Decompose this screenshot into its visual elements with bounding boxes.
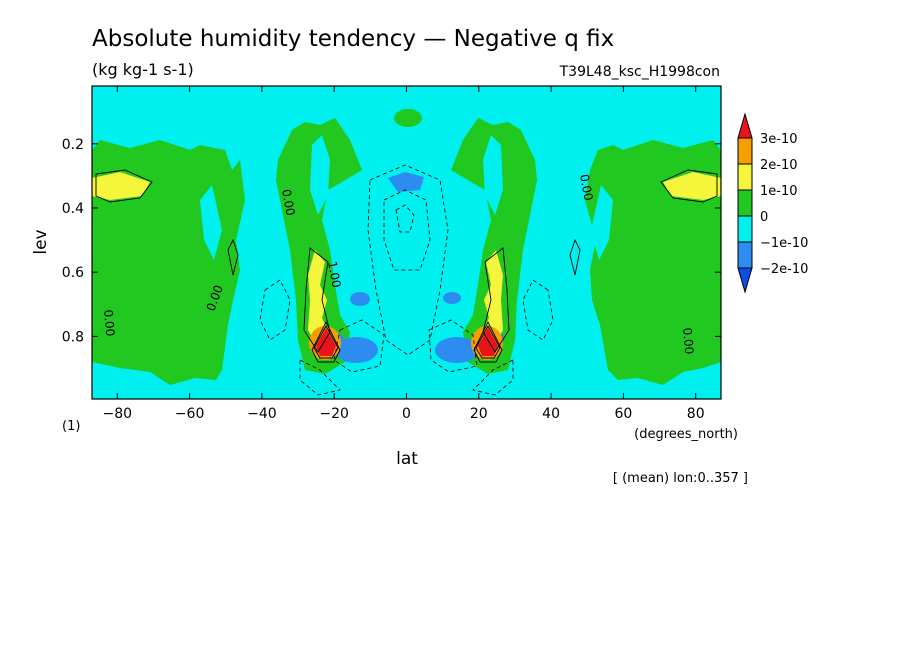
- x-axis: −80 −60 −40 −20 0 20 40 60 80: [103, 86, 705, 422]
- y-tick-label: 0.6: [62, 265, 84, 281]
- red-cell-west: [316, 328, 336, 356]
- colorbar-segment: [737, 137, 753, 165]
- run-label: T39L48_ksc_H1998con: [559, 64, 720, 80]
- green-region-sw-tropics: [276, 118, 362, 374]
- x-tick-label: 40: [542, 406, 560, 422]
- yellow-cap-east: [663, 172, 721, 200]
- y-axis-label: lev: [31, 229, 51, 254]
- x-tick-label: 20: [470, 406, 488, 422]
- colorbar-bottom-arrow: [737, 267, 753, 294]
- green-blob-top: [394, 109, 422, 127]
- x-axis-label: lat: [396, 449, 418, 469]
- mean-note: [ (mean) lon:0..357 ]: [613, 471, 748, 486]
- colorbar-top-arrow: [737, 112, 753, 139]
- green-region-se-tropics: [451, 118, 537, 374]
- chart-subtitle: (kg kg-1 s-1): [92, 60, 194, 79]
- colorbar-label: −2e-10: [760, 262, 808, 277]
- blue-cell-left-mid: [350, 292, 370, 306]
- colorbar-segment: [737, 215, 753, 243]
- cyan-hole-west: [310, 135, 330, 215]
- cyan-gap-east: [591, 185, 613, 260]
- yellow-cell-east-column: [483, 250, 503, 348]
- yellow-cap-west: [92, 172, 150, 200]
- plot-area: 0.00 0.00 0.00 0.00 0.00 1.00: [92, 86, 721, 399]
- x-tick-label: −80: [103, 406, 133, 422]
- colorbar-label: 3e-10: [760, 132, 798, 147]
- x-tick-label: −20: [319, 406, 349, 422]
- x-axis-units: (degrees_north): [634, 427, 738, 442]
- blue-cell-right-low: [435, 337, 479, 363]
- contour-labels: 0.00 0.00 0.00 0.00 0.00 1.00: [101, 173, 696, 355]
- cyan-gap-west: [200, 185, 222, 260]
- colorbar-label: 1e-10: [760, 184, 798, 199]
- colorbar-segment: [737, 163, 753, 191]
- colorbar-segment: [737, 189, 753, 217]
- x-tick-label: −40: [247, 406, 277, 422]
- y-tick-label: 0.8: [62, 329, 84, 345]
- yellow-cell-west-column: [308, 250, 328, 348]
- colorbar-segment: [737, 241, 753, 269]
- y-axis-units: (1): [62, 419, 80, 434]
- x-tick-label: 80: [687, 406, 705, 422]
- chart-title: Absolute humidity tendency — Negative q …: [92, 26, 614, 52]
- x-tick-label: 0: [402, 406, 411, 422]
- blue-cell-left-upper: [388, 172, 424, 192]
- y-tick-label: 0.4: [62, 201, 84, 217]
- green-region-east: [585, 140, 721, 385]
- blue-cell-right-mid: [443, 292, 461, 304]
- blue-cell-left-low: [334, 337, 378, 363]
- negative-contours: [259, 164, 554, 396]
- positive-contours: [95, 169, 718, 363]
- contour-label-3: 0.00: [101, 309, 117, 337]
- y-axis: 0.2 0.4 0.6 0.8: [62, 137, 721, 345]
- x-tick-label: 60: [614, 406, 632, 422]
- colorbar-label: 0: [760, 210, 768, 225]
- colorbar-label: 2e-10: [760, 158, 798, 173]
- colorbar-label: −1e-10: [760, 236, 808, 251]
- y-tick-label: 0.2: [62, 137, 84, 153]
- x-tick-label: −60: [175, 406, 205, 422]
- contour-label-2: 0.00: [577, 173, 595, 202]
- cyan-hole-east: [483, 135, 503, 215]
- contour-label-0: 0.00: [279, 188, 297, 217]
- contour-label-4: 0.00: [680, 327, 696, 355]
- contour-label-5: 1.00: [325, 260, 343, 289]
- colorbar: 3e-10 2e-10 1e-10 0 −1e-10 −2e-10: [737, 112, 808, 294]
